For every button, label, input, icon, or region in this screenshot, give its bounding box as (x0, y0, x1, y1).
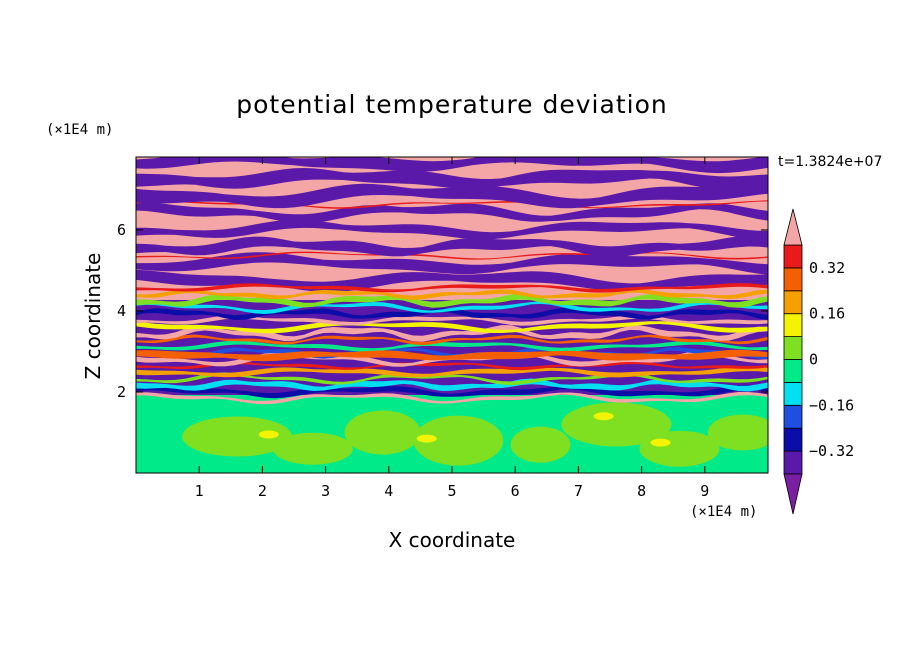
x-tick-label: 2 (258, 482, 267, 500)
field-band-mixed (136, 325, 768, 342)
colorbar-swatch (783, 427, 803, 452)
colorbar-swatch (783, 404, 803, 429)
field-band-mixed (136, 392, 768, 405)
field-band-mixed (136, 314, 768, 326)
field-band-mixed (136, 366, 768, 378)
time-label: t=1.3824e+07 (778, 154, 882, 170)
field-swirl-yellow (258, 430, 279, 439)
field-swirl-yellow (416, 434, 437, 443)
y-tick-label: 2 (117, 383, 126, 401)
colorbar-swatch (783, 290, 803, 315)
field-swirl (707, 414, 768, 451)
colorbar-over-arrow (783, 208, 803, 246)
x-tick-label: 1 (195, 482, 204, 500)
x-axis-label: X coordinate (389, 528, 516, 552)
x-tick-label: 5 (447, 482, 456, 500)
field-band-under (136, 219, 768, 241)
colorbar: 0.32 0.16 0 −0.16 −0.32 (783, 208, 854, 515)
field-swirl (272, 432, 353, 465)
y-unit-label: (×1E4 m) (46, 122, 113, 138)
colorbar-swatch (783, 450, 803, 475)
y-axis: 2 4 6 (117, 221, 768, 401)
field-band-under (136, 252, 768, 275)
x-axis: 1 2 3 4 5 6 7 8 9 (195, 157, 709, 500)
field-swirl-yellow (593, 412, 614, 421)
field-band-edge (244, 157, 768, 158)
colorbar-swatch (783, 359, 803, 383)
field-swirl (561, 402, 672, 447)
x-tick-label: 7 (574, 482, 583, 500)
x-tick-label: 3 (321, 482, 330, 500)
field-band-mixed (136, 321, 768, 334)
field-band-mixed (136, 340, 768, 352)
field-swirl (413, 415, 504, 466)
y-tick-label: 6 (117, 221, 126, 239)
field-band-under (136, 183, 768, 209)
field-bands (136, 157, 768, 405)
x-tick-label: 6 (511, 482, 520, 500)
x-unit-label: (×1E4 m) (690, 504, 757, 520)
colorbar-label: −0.16 (809, 396, 854, 414)
colorbar-swatch (783, 381, 803, 406)
colorbar-label: 0.32 (809, 259, 845, 277)
field-band-mixed (136, 378, 768, 392)
colorbar-under-arrow (783, 473, 803, 515)
colorbar-label: 0 (809, 351, 818, 369)
field-swirl (639, 430, 720, 467)
y-axis-label: Z coordinate (81, 253, 105, 380)
x-tick-label: 9 (700, 482, 709, 500)
chart-title: potential temperature deviation (236, 90, 667, 119)
plot-area (136, 157, 768, 473)
colorbar-label: −0.32 (809, 442, 854, 460)
field-band-warm (136, 349, 768, 362)
field-band-mixed (136, 293, 768, 308)
x-tick-label: 4 (384, 482, 393, 500)
colorbar-swatch (783, 267, 803, 292)
colorbar-swatch (783, 313, 803, 338)
y-tick-label: 4 (117, 302, 126, 320)
field-band-under (136, 235, 768, 258)
field-swirl (344, 410, 421, 455)
colorbar-label: 0.16 (809, 305, 845, 323)
field-band-under (136, 202, 768, 224)
field-blobs (182, 402, 768, 467)
field-band-mixed (136, 334, 768, 346)
field-swirl (182, 416, 293, 457)
field-band-mixed (136, 301, 768, 314)
colorbar-swatch (783, 336, 803, 360)
field-band-mixed (136, 385, 768, 399)
field-band-mixed (136, 289, 768, 300)
field-swirl (510, 426, 571, 463)
x-tick-label: 8 (637, 482, 646, 500)
field-swirl-yellow (650, 438, 671, 447)
field-band-under (136, 168, 768, 190)
field-band-under (136, 157, 768, 174)
colorbar-swatch (783, 244, 803, 269)
field-band-mixed (136, 283, 768, 293)
